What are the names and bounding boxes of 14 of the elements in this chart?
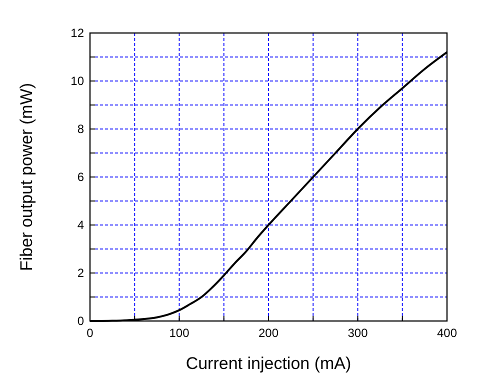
- y-tick-label: 2: [77, 266, 84, 280]
- y-tick-label: 0: [77, 314, 84, 328]
- x-axis-title: Current injection (mA): [186, 354, 352, 373]
- x-tick-label: 300: [348, 326, 368, 340]
- y-tick-label: 10: [70, 74, 84, 88]
- x-tick-label: 200: [258, 326, 279, 340]
- y-tick-label: 4: [77, 218, 84, 232]
- y-tick-label: 12: [70, 26, 84, 40]
- x-tick-label: 100: [169, 326, 190, 340]
- x-tick-label: 400: [436, 326, 458, 340]
- x-tick-label: 0: [86, 326, 94, 340]
- y-tick-label: 6: [77, 170, 84, 184]
- y-tick-label: 8: [77, 122, 84, 136]
- y-axis-title: Fiber output power (mW): [17, 83, 36, 271]
